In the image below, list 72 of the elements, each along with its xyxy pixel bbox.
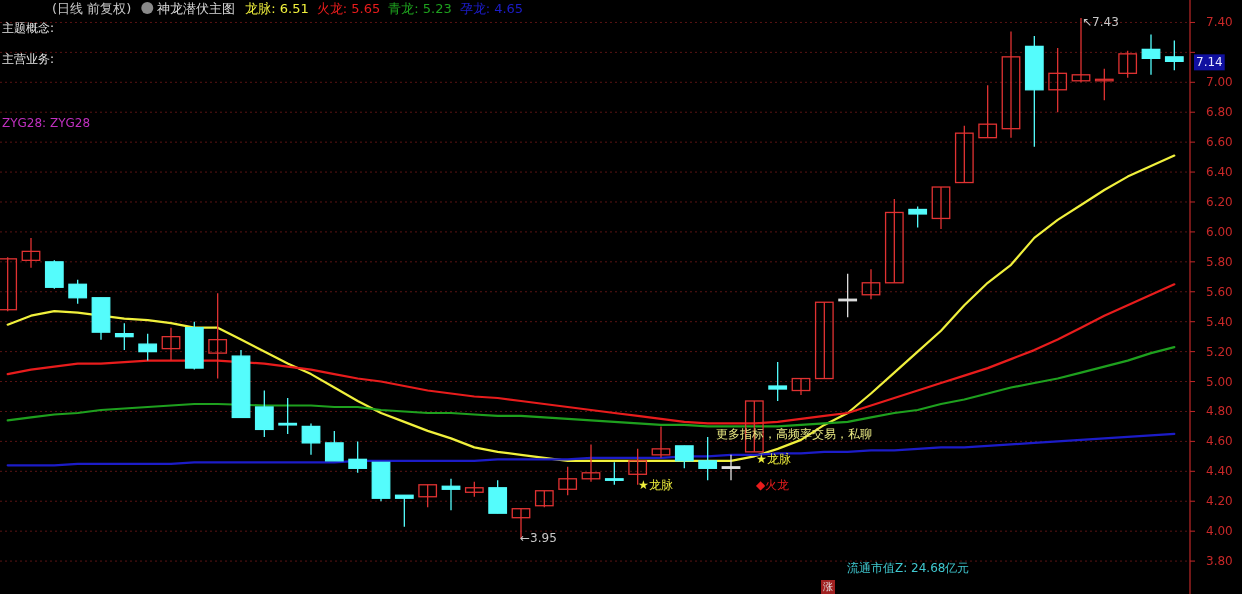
candlestick	[208, 292, 228, 380]
y-tick-label: 3.80	[1206, 554, 1233, 569]
annotation: 主题概念:	[2, 21, 55, 35]
annotation: 涨	[823, 581, 833, 592]
candlestick	[1164, 39, 1184, 71]
annotation: ←3.95	[520, 531, 557, 545]
text: 7.14	[1196, 55, 1223, 70]
y-tick-label: 4.20	[1206, 494, 1233, 509]
candlestick	[768, 361, 788, 402]
annotation: ★龙脉	[638, 478, 673, 492]
candlestick	[301, 422, 321, 456]
candlestick	[161, 327, 181, 362]
candlestick	[1048, 47, 1068, 113]
candlestick	[418, 484, 438, 508]
candlestick	[394, 494, 414, 528]
candlestick	[814, 301, 834, 380]
annotation: 主营业务:	[2, 52, 55, 66]
annotation: ★龙脉	[756, 452, 791, 466]
candlestick	[441, 478, 461, 511]
y-tick-label: 5.80	[1206, 254, 1233, 269]
y-tick-label: 4.60	[1206, 434, 1233, 449]
candlestick	[324, 430, 344, 462]
candlestick	[884, 198, 904, 284]
annotation: 流通市值Z: 24.68亿元	[847, 561, 970, 575]
candlestick	[674, 445, 694, 469]
y-tick-label: 4.00	[1206, 524, 1233, 539]
y-tick-label: 6.20	[1206, 194, 1233, 209]
candlestick	[1118, 50, 1138, 79]
y-tick-label: 6.60	[1206, 135, 1233, 150]
candlestick	[698, 436, 718, 481]
text: 龙脉: 6.51	[245, 1, 309, 16]
candlestick	[954, 125, 974, 184]
candlestick	[558, 466, 578, 496]
candlestick	[721, 454, 741, 481]
candlestick	[348, 440, 368, 474]
annotation: ◆火龙	[756, 478, 790, 492]
text: 青龙: 5.23	[388, 1, 452, 16]
annotation: ↖7.43	[1082, 15, 1119, 29]
candlestick	[278, 397, 298, 435]
chart-subtitle: 神龙潜伏主图	[157, 1, 236, 16]
candlestick	[114, 322, 134, 351]
y-tick-label: 7.40	[1206, 15, 1233, 30]
y-tick-label: 5.40	[1206, 314, 1233, 329]
candlestick	[908, 205, 928, 229]
y-tick-label: 6.00	[1206, 224, 1233, 239]
y-tick-label: 4.80	[1206, 404, 1233, 419]
candlestick	[978, 84, 998, 139]
text: 火龙: 5.65	[316, 1, 381, 16]
candlestick	[0, 256, 18, 312]
y-tick-label: 6.40	[1206, 165, 1233, 180]
y-tick-label: 5.20	[1206, 344, 1233, 359]
y-tick-label: 5.00	[1206, 374, 1233, 389]
candlestick	[931, 186, 951, 230]
text: 孕龙: 4.65	[459, 1, 524, 16]
y-tick-label: 5.60	[1206, 284, 1233, 299]
candlestick	[861, 268, 881, 300]
candlestick	[604, 461, 624, 486]
candlestick	[68, 279, 88, 305]
candlestick	[1001, 30, 1021, 139]
candlestick	[138, 333, 158, 362]
y-tick-label: 7.00	[1206, 75, 1233, 90]
y-tick-label: 6.80	[1206, 105, 1233, 120]
candlestick	[1094, 68, 1114, 101]
candlestick	[791, 377, 811, 396]
candlestick	[254, 389, 274, 438]
candlestick	[651, 425, 671, 459]
candlestick	[581, 443, 601, 483]
annotation: ZYG28: ZYG28	[2, 116, 91, 130]
y-tick-label: 4.40	[1206, 464, 1233, 479]
candlestick	[1141, 33, 1161, 76]
chart-title: (日线 前复权)	[52, 1, 132, 16]
candlestick	[21, 237, 41, 269]
